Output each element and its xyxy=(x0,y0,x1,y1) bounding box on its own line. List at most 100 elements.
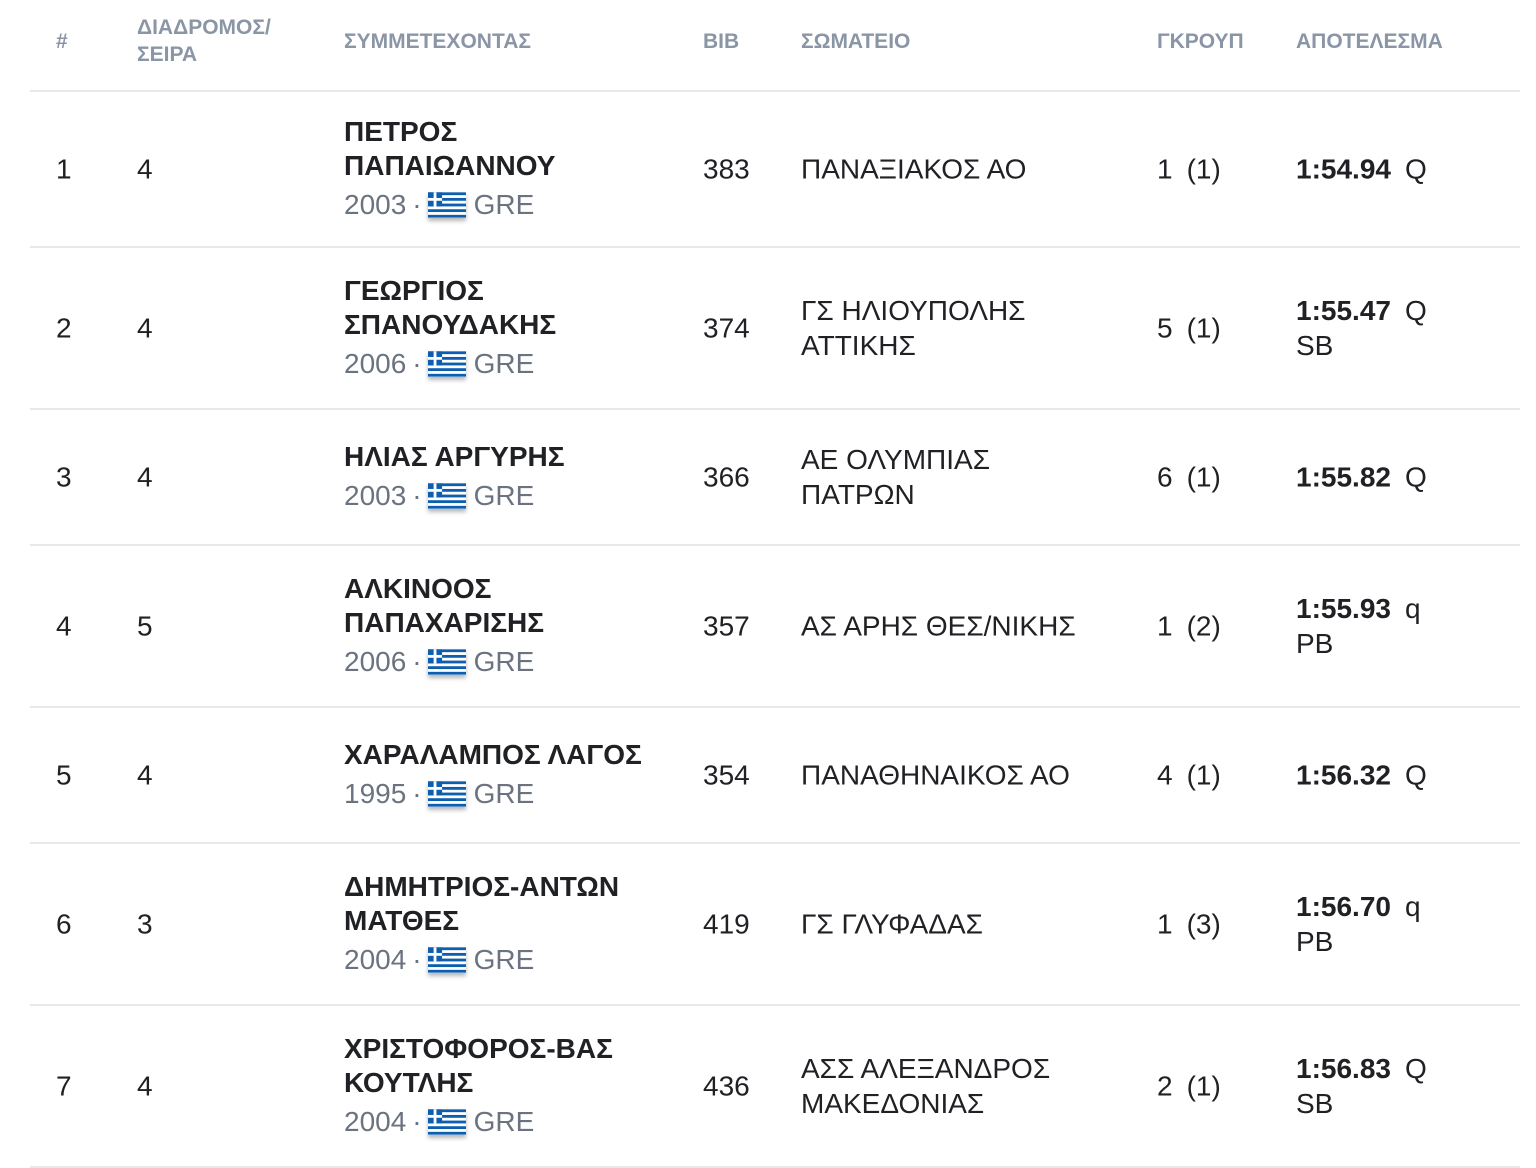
group-cell: 4 (1) xyxy=(1157,758,1221,793)
group-cell: 5 (1) xyxy=(1157,311,1221,346)
greece-flag-icon xyxy=(428,483,466,509)
result-cell: 1:56.83 Q SB xyxy=(1296,1051,1427,1121)
result-time: 1:55.82 xyxy=(1296,461,1391,493)
group-position: (1) xyxy=(1186,759,1221,791)
bib-cell: 357 xyxy=(703,610,750,642)
table-row[interactable]: 7 4 ΧΡΙΣΤΟΦΟΡΟΣ-ΒΑΣ ΚΟΥΤΛΗΣ 2004 · GRE 4… xyxy=(30,1006,1520,1168)
birth-year: 2003 xyxy=(344,189,407,220)
bib-cell: 419 xyxy=(703,908,750,940)
result-cell: 1:56.32 Q xyxy=(1296,758,1427,793)
table-row[interactable]: 6 3 ΔΗΜΗΤΡΙΟΣ-ΑΝΤΩΝ ΜΑΤΘΕΣ 2004 · GRE 41… xyxy=(30,844,1520,1006)
table-row[interactable]: 4 5 ΑΛΚΙΝΟΟΣ ΠΑΠΑΧΑΡΙΣΗΣ 2006 · GRE 357 … xyxy=(30,546,1520,708)
bib-cell: 383 xyxy=(703,153,750,185)
athlete-meta: 2006 · GRE xyxy=(344,346,556,382)
table-row[interactable]: 2 4 ΓΕΩΡΓΙΟΣ ΣΠΑΝΟΥΔΑΚΗΣ 2006 · GRE 374 … xyxy=(30,248,1520,410)
record-badge: SB xyxy=(1296,1088,1334,1119)
lane-cell: 4 xyxy=(137,759,153,791)
greece-flag-icon xyxy=(428,781,466,807)
table-row[interactable]: 3 4 ΗΛΙΑΣ ΑΡΓΥΡΗΣ 2003 · GRE 366 ΑΕ ΟΛΥΜ… xyxy=(30,410,1520,546)
group-number: 1 xyxy=(1157,153,1173,185)
result-time: 1:56.83 xyxy=(1296,1053,1391,1084)
group-position: (1) xyxy=(1186,461,1221,493)
athlete-meta: 1995 · GRE xyxy=(344,776,642,812)
separator: · xyxy=(412,646,422,677)
athlete-name[interactable]: ΠΕΤΡΟΣ ΠΑΠΑΙΩΑΝΝΟΥ xyxy=(344,116,556,181)
table-row[interactable]: 1 4 ΠΕΤΡΟΣ ΠΑΠΑΙΩΑΝΝΟΥ 2003 · GRE 383 ΠΑ… xyxy=(30,92,1520,248)
results-table: # ΔΙΑΔΡΟΜΟΣ/ ΣΕΙΡΑ ΣΥΜΜΕΤΕΧΟΝΤΑΣ BIB ΣΩΜ… xyxy=(30,0,1520,1168)
group-number: 5 xyxy=(1157,312,1173,344)
group-position: (1) xyxy=(1186,1070,1221,1102)
athlete-cell[interactable]: ΧΑΡΑΛΑΜΠΟΣ ΛΑΓΟΣ 1995 · GRE xyxy=(344,738,642,812)
lane-cell: 4 xyxy=(137,153,153,185)
separator: · xyxy=(412,480,422,511)
club-cell: ΠΑΝΑΘΗΝΑΙΚΟΣ ΑΟ xyxy=(801,759,1070,791)
athlete-name[interactable]: ΧΡΙΣΤΟΦΟΡΟΣ-ΒΑΣ ΚΟΥΤΛΗΣ xyxy=(344,1033,613,1098)
qualification-mark: Q xyxy=(1404,759,1427,791)
athlete-cell[interactable]: ΓΕΩΡΓΙΟΣ ΣΠΑΝΟΥΔΑΚΗΣ 2006 · GRE xyxy=(344,274,556,382)
athlete-meta: 2006 · GRE xyxy=(344,644,544,680)
rank-cell: 7 xyxy=(56,1070,72,1102)
header-group: ΓΚΡΟΥΠ xyxy=(1157,30,1244,53)
club-cell: ΓΣ ΗΛΙΟΥΠΟΛΗΣ ΑΤΤΙΚΗΣ xyxy=(801,295,1026,361)
athlete-name[interactable]: ΔΗΜΗΤΡΙΟΣ-ΑΝΤΩΝ ΜΑΤΘΕΣ xyxy=(344,871,620,936)
athlete-name[interactable]: ΓΕΩΡΓΙΟΣ ΣΠΑΝΟΥΔΑΚΗΣ xyxy=(344,275,557,340)
greece-flag-icon xyxy=(428,947,466,973)
greece-flag-icon xyxy=(428,1109,466,1135)
group-number: 2 xyxy=(1157,1070,1173,1102)
header-result: ΑΠΟΤΕΛΕΣΜΑ xyxy=(1296,30,1443,53)
lane-cell: 5 xyxy=(137,610,153,642)
table-row[interactable]: 5 4 ΧΑΡΑΛΑΜΠΟΣ ΛΑΓΟΣ 1995 · GRE 354 ΠΑΝΑ… xyxy=(30,708,1520,844)
greece-flag-icon xyxy=(428,192,466,218)
greece-flag-icon xyxy=(428,649,466,675)
result-cell: 1:55.93 q PB xyxy=(1296,591,1421,661)
result-time: 1:55.93 xyxy=(1296,593,1391,624)
birth-year: 2004 xyxy=(344,1106,407,1137)
athlete-meta: 2003 · GRE xyxy=(344,187,555,223)
lane-cell: 4 xyxy=(137,312,153,344)
country-code: GRE xyxy=(473,646,535,677)
group-position: (1) xyxy=(1186,153,1221,185)
record-badge: PB xyxy=(1296,926,1334,957)
lane-cell: 4 xyxy=(137,461,153,493)
athlete-name[interactable]: ΗΛΙΑΣ ΑΡΓΥΡΗΣ xyxy=(344,441,565,472)
athlete-cell[interactable]: ΠΕΤΡΟΣ ΠΑΠΑΙΩΑΝΝΟΥ 2003 · GRE xyxy=(344,115,555,223)
result-time: 1:56.70 xyxy=(1296,891,1391,922)
birth-year: 2006 xyxy=(344,646,407,677)
birth-year: 2006 xyxy=(344,348,407,379)
athlete-cell[interactable]: ΗΛΙΑΣ ΑΡΓΥΡΗΣ 2003 · GRE xyxy=(344,440,565,514)
athlete-name[interactable]: ΧΑΡΑΛΑΜΠΟΣ ΛΑΓΟΣ xyxy=(344,739,642,770)
athlete-name[interactable]: ΑΛΚΙΝΟΟΣ ΠΑΠΑΧΑΡΙΣΗΣ xyxy=(344,573,545,638)
group-number: 4 xyxy=(1157,759,1173,791)
rank-cell: 2 xyxy=(56,312,72,344)
lane-cell: 3 xyxy=(137,908,153,940)
athlete-cell[interactable]: ΧΡΙΣΤΟΦΟΡΟΣ-ΒΑΣ ΚΟΥΤΛΗΣ 2004 · GRE xyxy=(344,1032,613,1140)
qualification-mark: Q xyxy=(1404,295,1427,326)
result-cell: 1:55.82 Q xyxy=(1296,460,1427,495)
result-cell: 1:56.70 q PB xyxy=(1296,889,1421,959)
record-badge: SB xyxy=(1296,330,1334,361)
rank-cell: 1 xyxy=(56,153,72,185)
greece-flag-icon xyxy=(428,351,466,377)
result-time: 1:54.94 xyxy=(1296,153,1391,185)
group-number: 6 xyxy=(1157,461,1173,493)
qualification-mark: Q xyxy=(1404,153,1427,185)
athlete-cell[interactable]: ΔΗΜΗΤΡΙΟΣ-ΑΝΤΩΝ ΜΑΤΘΕΣ 2004 · GRE xyxy=(344,870,619,978)
bib-cell: 436 xyxy=(703,1070,750,1102)
athlete-cell[interactable]: ΑΛΚΙΝΟΟΣ ΠΑΠΑΧΑΡΙΣΗΣ 2006 · GRE xyxy=(344,572,544,680)
record-badge: PB xyxy=(1296,628,1334,659)
result-cell: 1:55.47 Q SB xyxy=(1296,293,1427,363)
country-code: GRE xyxy=(473,1106,535,1137)
qualification-mark: q xyxy=(1404,593,1421,624)
header-bib: BIB xyxy=(703,30,740,53)
result-time: 1:55.47 xyxy=(1296,295,1391,326)
group-position: (1) xyxy=(1186,312,1221,344)
birth-year: 2004 xyxy=(344,944,407,975)
club-cell: ΑΣ ΑΡΗΣ ΘΕΣ/ΝΙΚΗΣ xyxy=(801,610,1076,642)
bib-cell: 366 xyxy=(703,461,750,493)
country-code: GRE xyxy=(473,189,535,220)
lane-cell: 4 xyxy=(137,1070,153,1102)
birth-year: 1995 xyxy=(344,778,407,809)
group-position: (3) xyxy=(1186,908,1221,940)
club-cell: ΓΣ ΓΛΥΦΑΔΑΣ xyxy=(801,908,983,940)
country-code: GRE xyxy=(473,778,535,809)
